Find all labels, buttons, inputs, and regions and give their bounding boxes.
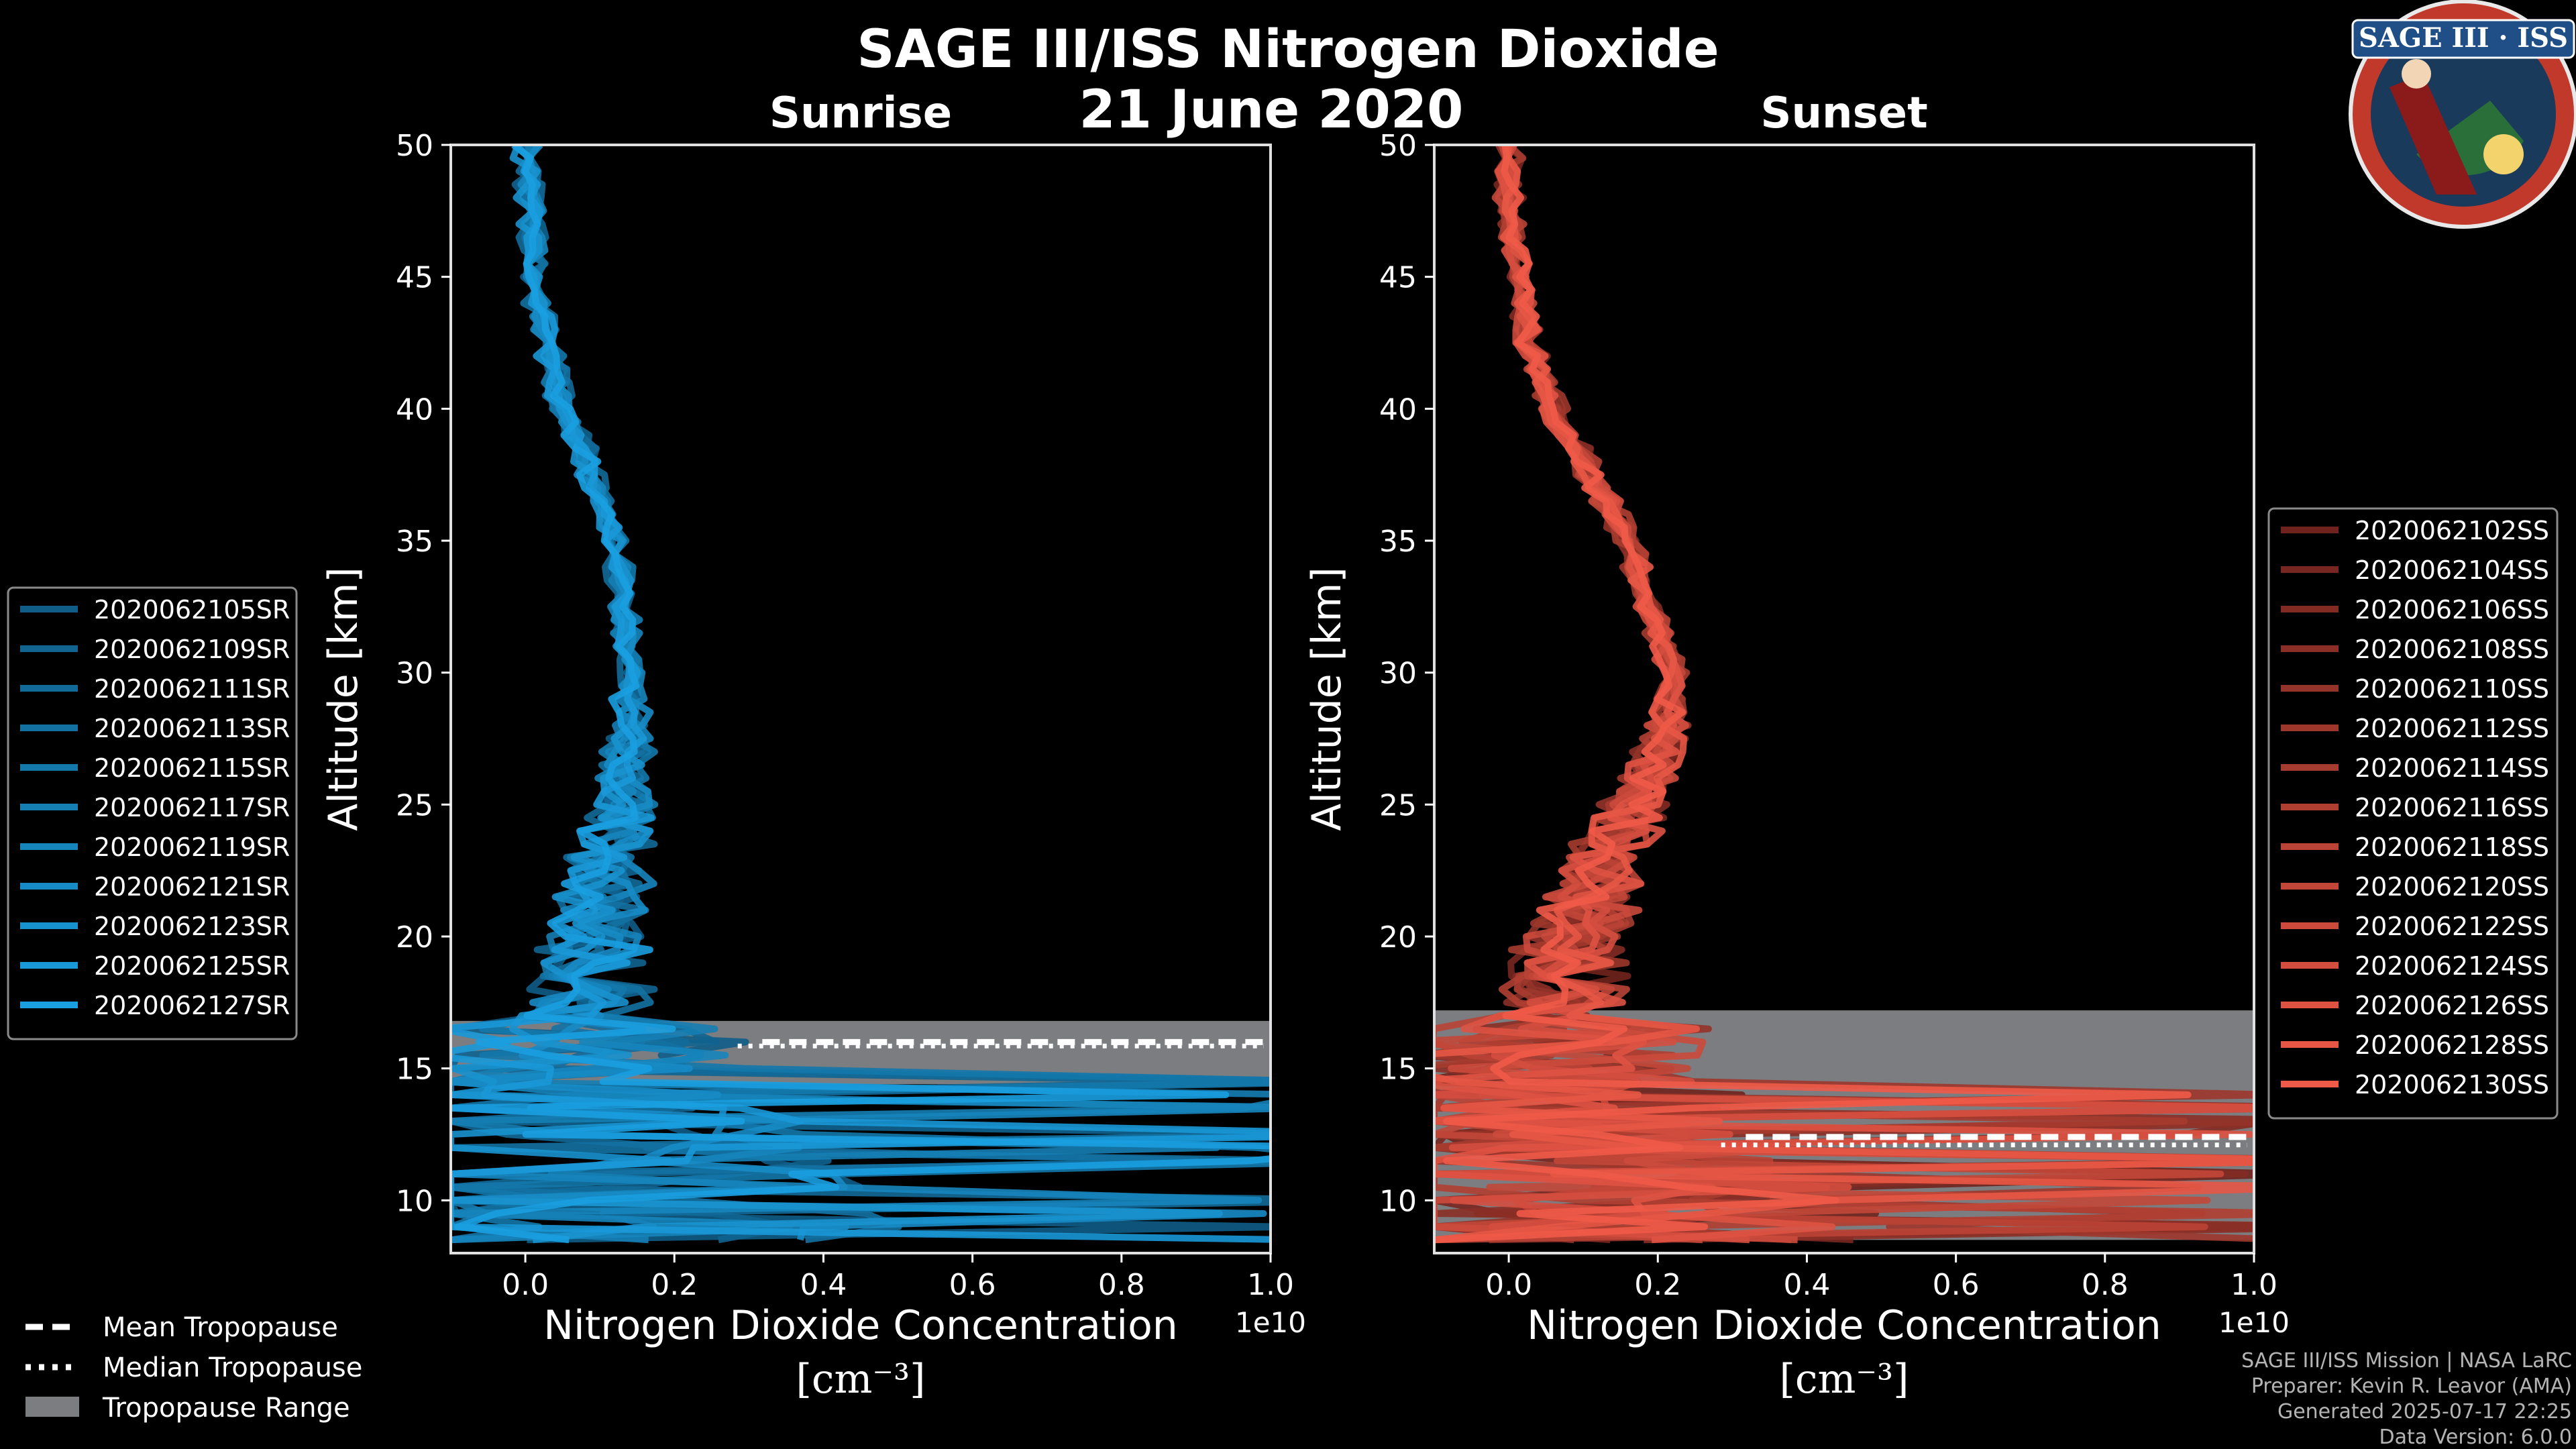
y-tick-label: 35 [1379, 525, 1417, 559]
legend-label: 2020062108SS [2355, 635, 2549, 664]
legend-label: 2020062113SR [94, 714, 290, 743]
panel-subtitle: Sunrise [769, 89, 952, 138]
y-tick-label: 25 [396, 788, 433, 822]
y-tick-label: 30 [1379, 657, 1417, 691]
x-axis-unit: [cm⁻³] [796, 1356, 925, 1403]
x-axis-unit: [cm⁻³] [1779, 1356, 1909, 1403]
y-tick-label: 45 [1379, 261, 1417, 295]
y-tick-label: 50 [1379, 129, 1417, 163]
sunrise-panel: 10 15 20 25 30 35 40 45 50 0.0 0.2 0.4 0.6 0.8 1.0 1e10… [7, 89, 1306, 1403]
y-axis-label: Altitude [km] [320, 567, 367, 831]
x-tick-label: 0.4 [800, 1268, 847, 1302]
legend-label: 2020062116SS [2355, 793, 2549, 822]
figure-date: 21 June 2020 [1079, 80, 1464, 140]
y-tick-label: 20 [1379, 920, 1417, 955]
panel-subtitle: Sunset [1760, 89, 1927, 138]
profile-line-2020062130SS [1434, 145, 2192, 1244]
legend-label: 2020062122SS [2355, 912, 2549, 941]
legend-label: 2020062117SR [94, 793, 290, 822]
x-tick-label: 0.2 [1634, 1268, 1681, 1302]
series-legend: 2020062102SS 2020062104SS 2020062106SS 2020… [2267, 507, 2559, 1120]
legend-label: 2020062118SS [2355, 833, 2549, 862]
y-tick-label: 40 [1379, 392, 1417, 427]
y-tick-label: 40 [396, 392, 433, 427]
legend-label: 2020062114SS [2355, 753, 2549, 783]
legend-mean-label: Mean Tropopause [103, 1312, 338, 1343]
x-tick-label: 0.4 [1783, 1268, 1830, 1302]
legend-range-swatch [25, 1397, 79, 1417]
sage-iii-iss-logo: SAGE III · ISS [2349, 0, 2576, 229]
footer-line-4: Data Version: 6.0.0 [2379, 1426, 2572, 1449]
x-axis-label: Nitrogen Dioxide Concentration [543, 1302, 1178, 1349]
x-offset-label: 1e10 [1235, 1306, 1306, 1339]
legend-label: 2020062109SR [94, 635, 290, 664]
legend-label: 2020062121SR [94, 872, 290, 902]
legend-label: 2020062106SS [2355, 595, 2549, 625]
y-tick-label: 15 [1379, 1053, 1417, 1087]
legend-label: 2020062130SS [2355, 1070, 2549, 1099]
footer-credits: SAGE III/ISS Mission | NASA LaRC Prepare… [2241, 1349, 2572, 1449]
legend-label: 2020062126SS [2355, 991, 2549, 1020]
profile-line-2020062127SR [451, 145, 1271, 1244]
series-legend: 2020062105SR 2020062109SR 2020062111SR 2020… [7, 586, 298, 1040]
y-axis-label: Altitude [km] [1303, 567, 1350, 831]
footer-line-3: Generated 2025-07-17 22:25 [2277, 1400, 2572, 1424]
legend-label: 2020062105SR [94, 595, 290, 625]
legend-frame [2267, 507, 2559, 1120]
x-tick-label: 0.0 [502, 1268, 549, 1302]
legend-label: 2020062119SR [94, 833, 290, 862]
x-offset-label: 1e10 [2218, 1306, 2290, 1339]
logo-text: SAGE III · ISS [2359, 22, 2568, 54]
plot-frame [1433, 144, 2255, 1254]
footer-line-1: SAGE III/ISS Mission | NASA LaRC [2241, 1349, 2572, 1373]
figure-title: SAGE III/ISS Nitrogen Dioxide [857, 19, 1719, 80]
legend-label: 2020062115SR [94, 753, 290, 783]
legend-label: 2020062123SR [94, 912, 290, 941]
x-tick-label: 0.6 [949, 1268, 996, 1302]
legend-label: 2020062110SS [2355, 674, 2549, 704]
sunset-panel: 10 15 20 25 30 35 40 45 50 0.0 0.2 0.4 0.6 0.8 1.0 1e10… [1303, 89, 2559, 1403]
legend-frame [7, 586, 298, 1040]
legend-range-label: Tropopause Range [102, 1393, 350, 1424]
x-tick-label: 1.0 [1247, 1268, 1294, 1302]
legend-median-label: Median Tropopause [103, 1352, 362, 1383]
x-axis-label: Nitrogen Dioxide Concentration [1527, 1302, 2161, 1349]
legend-label: 2020062128SS [2355, 1030, 2549, 1060]
x-tick-label: 1.0 [2231, 1268, 2277, 1302]
profile-lines [451, 145, 1271, 1244]
x-tick-label: 0.6 [1933, 1268, 1980, 1302]
legend-label: 2020062104SS [2355, 555, 2549, 585]
y-tick-label: 10 [1379, 1184, 1417, 1218]
legend-label: 2020062125SR [94, 951, 290, 981]
plot-frame [449, 144, 1272, 1254]
y-tick-label: 10 [396, 1184, 433, 1218]
y-tick-label: 50 [396, 129, 433, 163]
profile-line-2020062119SR [451, 145, 1271, 1244]
y-tick-label: 30 [396, 657, 433, 691]
legend-label: 2020062120SS [2355, 872, 2549, 902]
legend-label: 2020062111SR [94, 674, 290, 704]
footer-line-2: Preparer: Kevin R. Leavor (AMA) [2251, 1375, 2572, 1398]
x-tick-label: 0.2 [651, 1268, 698, 1302]
legend-label: 2020062102SS [2355, 516, 2549, 545]
y-tick-label: 20 [396, 920, 433, 955]
legend-label: 2020062127SR [94, 991, 290, 1020]
x-tick-label: 0.8 [1098, 1268, 1145, 1302]
x-tick-label: 0.8 [2082, 1268, 2129, 1302]
y-tick-label: 45 [396, 261, 433, 295]
y-tick-label: 35 [396, 525, 433, 559]
y-tick-label: 25 [1379, 788, 1417, 822]
y-tick-label: 15 [396, 1053, 433, 1087]
legend-label: 2020062124SS [2355, 951, 2549, 981]
x-tick-label: 0.0 [1485, 1268, 1532, 1302]
tropopause-legend: Mean Tropopause Median Tropopause Tropop… [25, 1312, 362, 1424]
legend-label: 2020062112SS [2355, 714, 2549, 743]
profile-lines [1434, 145, 2254, 1244]
